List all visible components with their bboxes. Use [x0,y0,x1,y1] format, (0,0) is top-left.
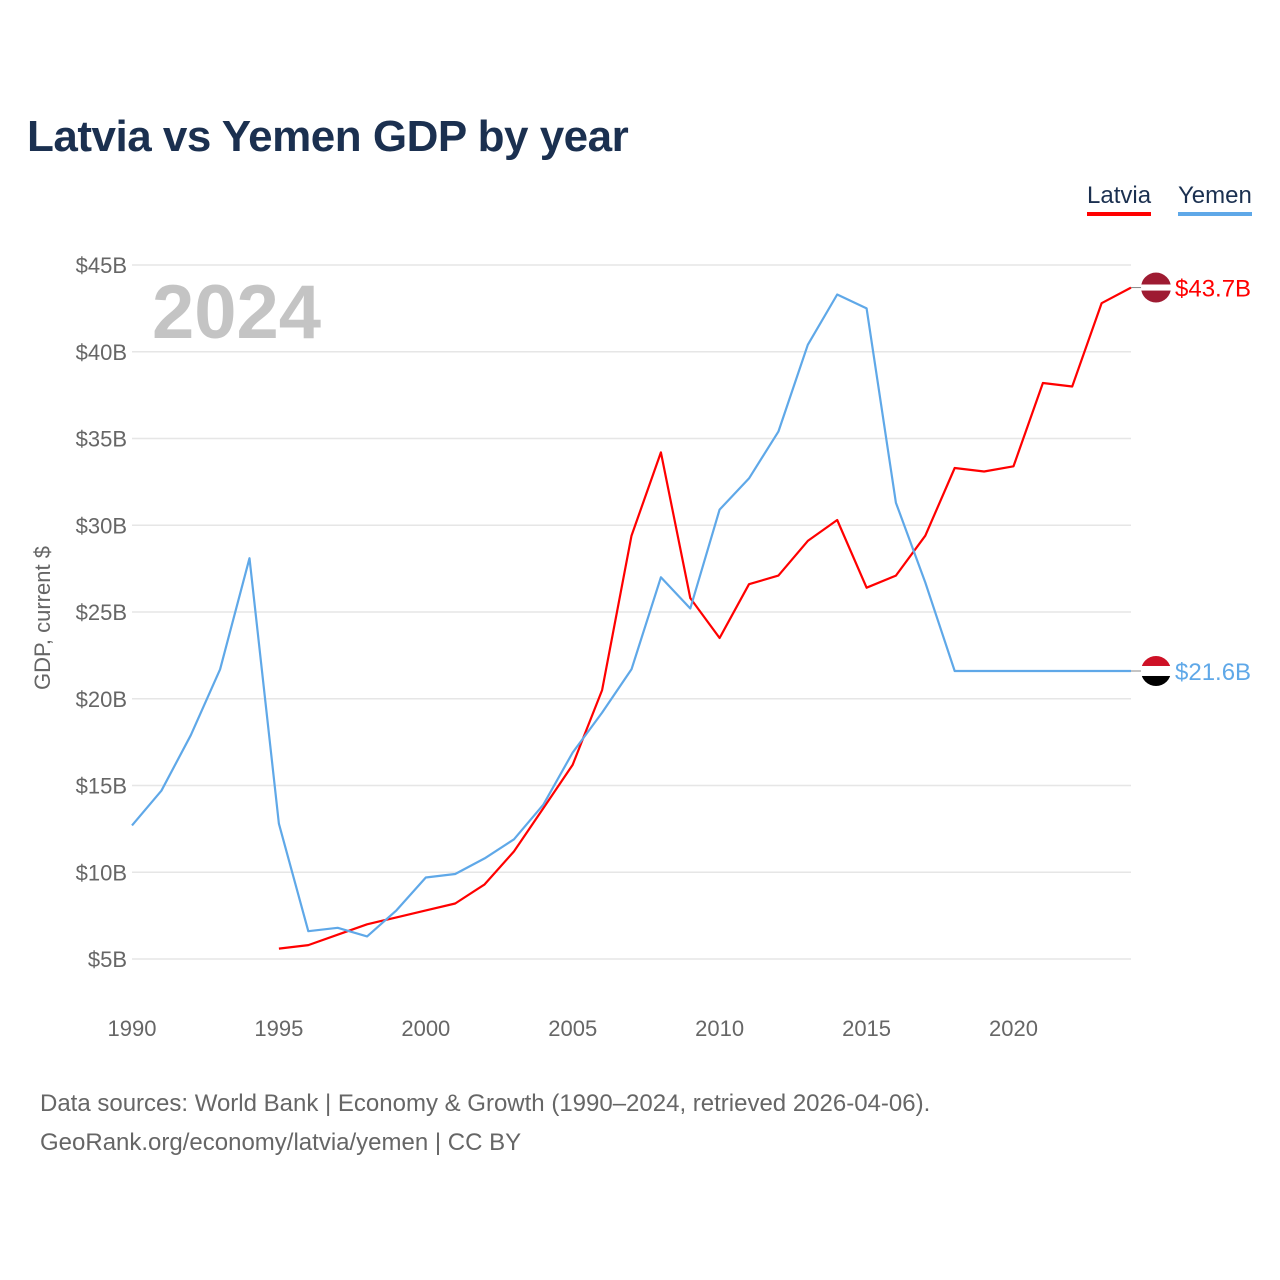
data-point-yemen [130,823,134,827]
x-tick-label: 1995 [254,1016,303,1041]
end-value-label-latvia: $43.7B [1175,276,1251,303]
x-tick-label: 2005 [548,1016,597,1041]
data-point-latvia [1011,464,1015,468]
data-point-yemen [483,856,487,860]
x-tick-label: 1990 [108,1016,157,1041]
yemen-flag-icon [1141,655,1171,686]
end-value-label-yemen: $21.6B [1175,659,1251,686]
data-point-yemen [218,667,222,671]
y-tick-label: $20B [76,687,127,712]
legend-yemen[interactable]: Yemen [1178,182,1252,216]
data-point-yemen [159,789,163,793]
data-point-latvia [982,469,986,473]
y-tick-label: $10B [76,860,127,885]
x-tick-label: 2010 [695,1016,744,1041]
data-point-latvia [571,763,575,767]
data-point-yemen [571,751,575,755]
data-point-latvia [336,933,340,937]
y-tick-label: $25B [76,600,127,625]
y-tick-label: $40B [76,340,127,365]
data-point-latvia [424,908,428,912]
data-point-latvia [776,574,780,578]
data-point-yemen [865,306,869,310]
data-point-latvia [865,586,869,590]
y-tick-label: $15B [76,774,127,799]
data-point-yemen [1011,669,1015,673]
data-point-yemen [277,822,281,826]
data-point-yemen [336,926,340,930]
data-point-yemen [600,711,604,715]
data-point-yemen [835,292,839,296]
data-point-yemen [541,803,545,807]
data-point-latvia [277,947,281,951]
data-point-latvia [747,582,751,586]
data-point-yemen [1100,669,1104,673]
data-point-yemen [747,476,751,480]
flag-stripe [1141,272,1171,285]
data-point-yemen [630,667,634,671]
y-tick-label: $30B [76,513,127,538]
x-tick-label: 2020 [989,1016,1038,1041]
data-point-yemen [453,872,457,876]
flag-stripe [1141,675,1171,686]
data-point-yemen [688,607,692,611]
latvia-flag-icon [1141,272,1171,303]
data-point-yemen [512,837,516,841]
data-point-latvia [718,636,722,640]
data-point-yemen [365,934,369,938]
footer: Data sources: World Bank | Economy & Gro… [40,1084,930,1162]
data-point-yemen [953,669,957,673]
data-point-yemen [982,669,986,673]
data-point-latvia [1070,384,1074,388]
y-axis-label: GDP, current $ [30,546,55,690]
data-point-latvia [1041,381,1045,385]
data-point-latvia [659,450,663,454]
year-watermark: 2024 [152,270,321,355]
series-line-latvia [278,286,1132,950]
x-tick-label: 2015 [842,1016,891,1041]
data-point-latvia [512,849,516,853]
legend-latvia[interactable]: Latvia [1087,182,1152,216]
data-point-yemen [1041,669,1045,673]
series-line-yemen [131,293,1131,938]
data-point-latvia [953,466,957,470]
data-point-yemen [806,343,810,347]
data-point-latvia [483,882,487,886]
data-point-yemen [718,508,722,512]
data-point-latvia [306,943,310,947]
data-point-latvia [453,901,457,905]
data-point-latvia [1100,301,1104,305]
data-point-latvia [923,534,927,538]
flag-stripe [1141,665,1171,676]
data-point-latvia [394,915,398,919]
data-point-yemen [424,875,428,879]
footer-link[interactable]: GeoRank.org/economy/latvia/yemen | CC BY [40,1129,522,1156]
flag-stripe [1141,290,1171,303]
data-point-latvia [688,596,692,600]
data-point-latvia [894,574,898,578]
data-point-latvia [365,922,369,926]
chart-title: Latvia vs Yemen GDP by year [27,112,629,161]
data-point-yemen [248,556,252,560]
x-tick-label: 2000 [401,1016,450,1041]
y-tick-label: $35B [76,427,127,452]
data-point-latvia [806,539,810,543]
data-point-latvia [835,518,839,522]
data-point-yemen [1070,669,1074,673]
data-point-yemen [923,581,927,585]
data-point-latvia [630,534,634,538]
y-tick-label: $45B [76,253,127,278]
data-point-yemen [776,430,780,434]
data-point-latvia [600,688,604,692]
footer-sources: Data sources: World Bank | Economy & Gro… [40,1090,931,1117]
data-point-yemen [189,733,193,737]
y-tick-label: $5B [88,947,127,972]
data-point-yemen [894,501,898,505]
data-point-yemen [659,575,663,579]
data-point-yemen [394,908,398,912]
data-point-yemen [306,929,310,933]
flag-stripe [1141,655,1171,666]
flag-stripe [1141,284,1171,291]
